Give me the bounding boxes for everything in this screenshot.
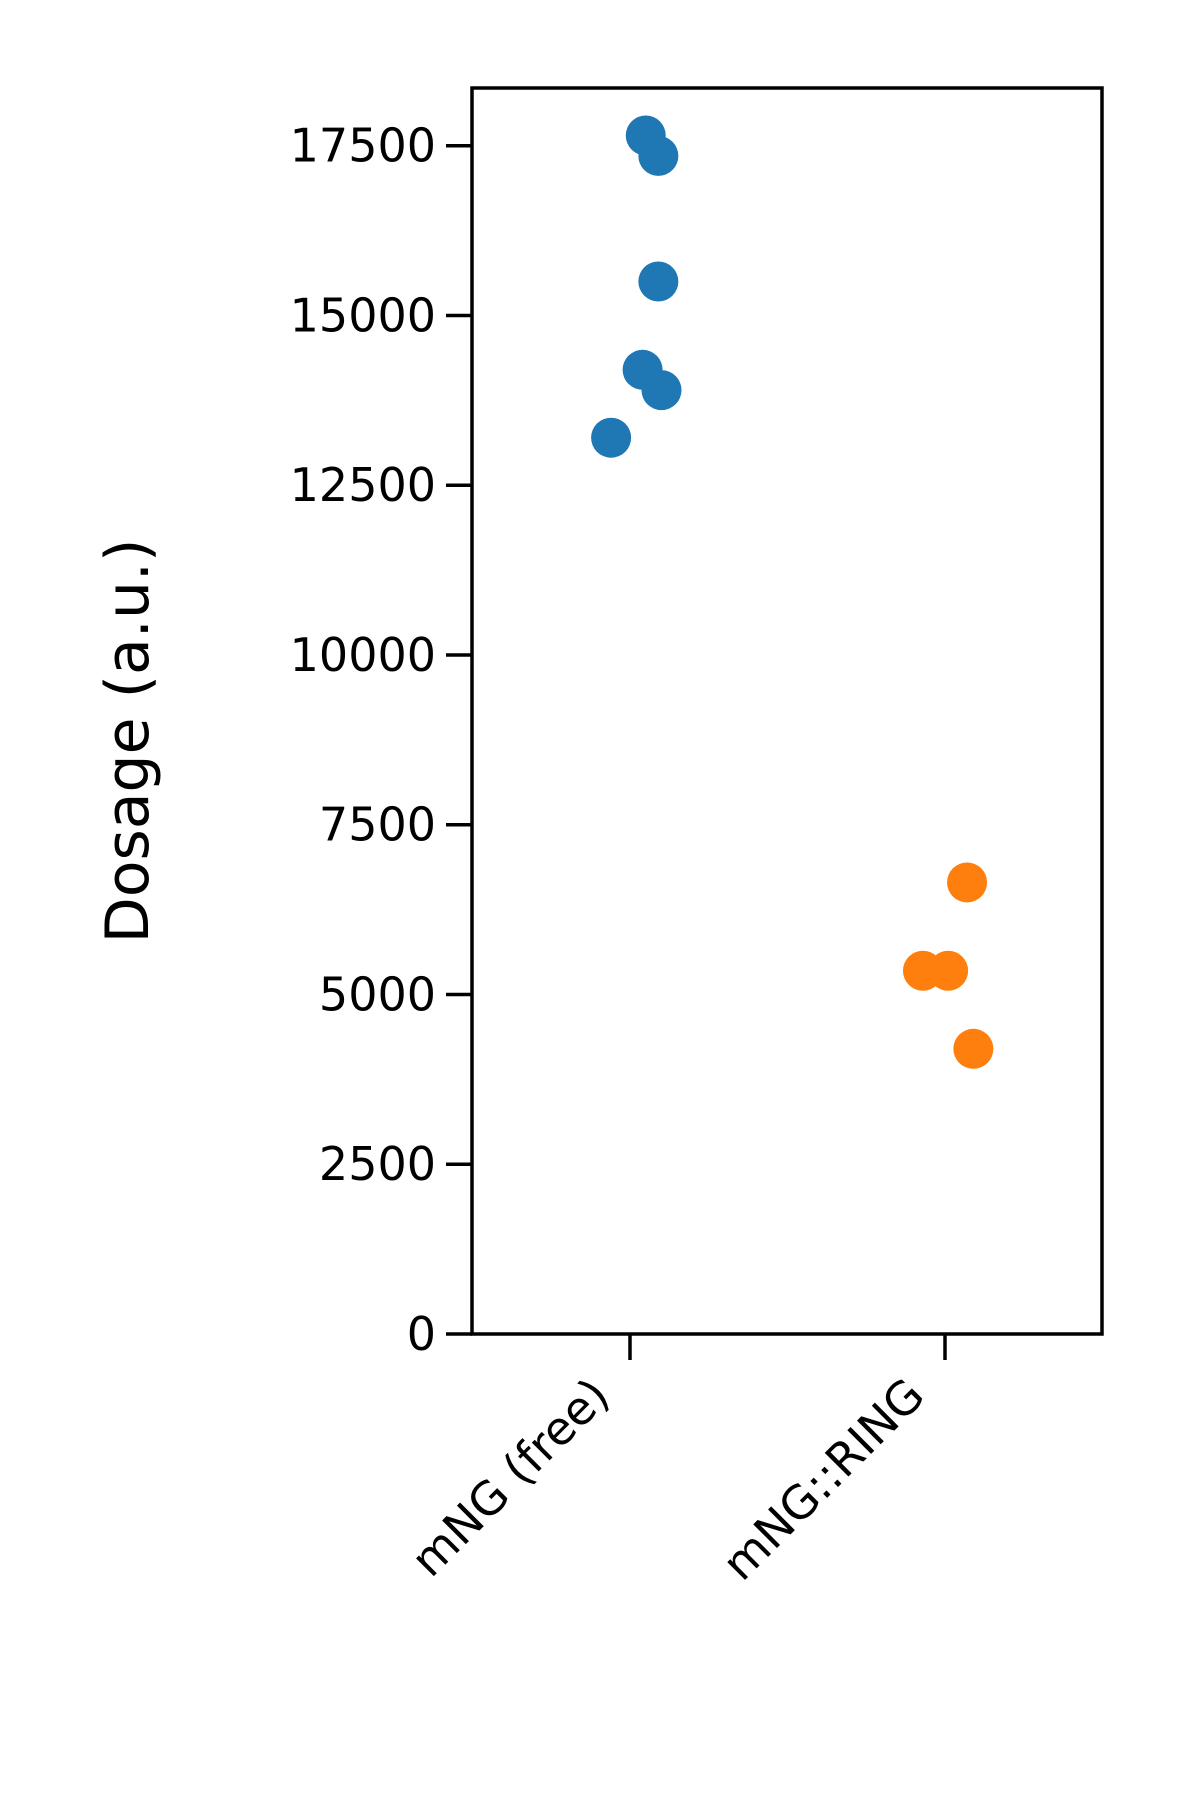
plot-frame	[470, 86, 1104, 1336]
y-tick-label: 7500	[319, 798, 436, 852]
x-tick-label: mNG (free)	[401, 1368, 620, 1587]
data-point	[947, 862, 988, 903]
data-point	[591, 417, 632, 458]
data-point	[953, 1028, 994, 1069]
y-tick-label: 5000	[319, 967, 436, 1021]
y-tick-label: 15000	[290, 288, 436, 342]
y-tick-label: 17500	[290, 119, 436, 173]
data-point	[641, 370, 682, 411]
plot-area: 0 2500 5000 7500 10000 12500 15000 17500 mNG (fr…	[290, 86, 1104, 1591]
y-axis-label: Dosage (a.u.)	[93, 539, 163, 944]
x-tick-label: mNG::RING	[712, 1368, 935, 1591]
data-point	[638, 135, 679, 176]
y-tick-label: 2500	[319, 1137, 436, 1191]
data-point	[638, 261, 679, 302]
data-point	[928, 950, 969, 991]
y-tick-label: 12500	[290, 458, 436, 512]
y-tick-label: 0	[407, 1307, 436, 1361]
y-tick-label: 10000	[290, 628, 436, 682]
